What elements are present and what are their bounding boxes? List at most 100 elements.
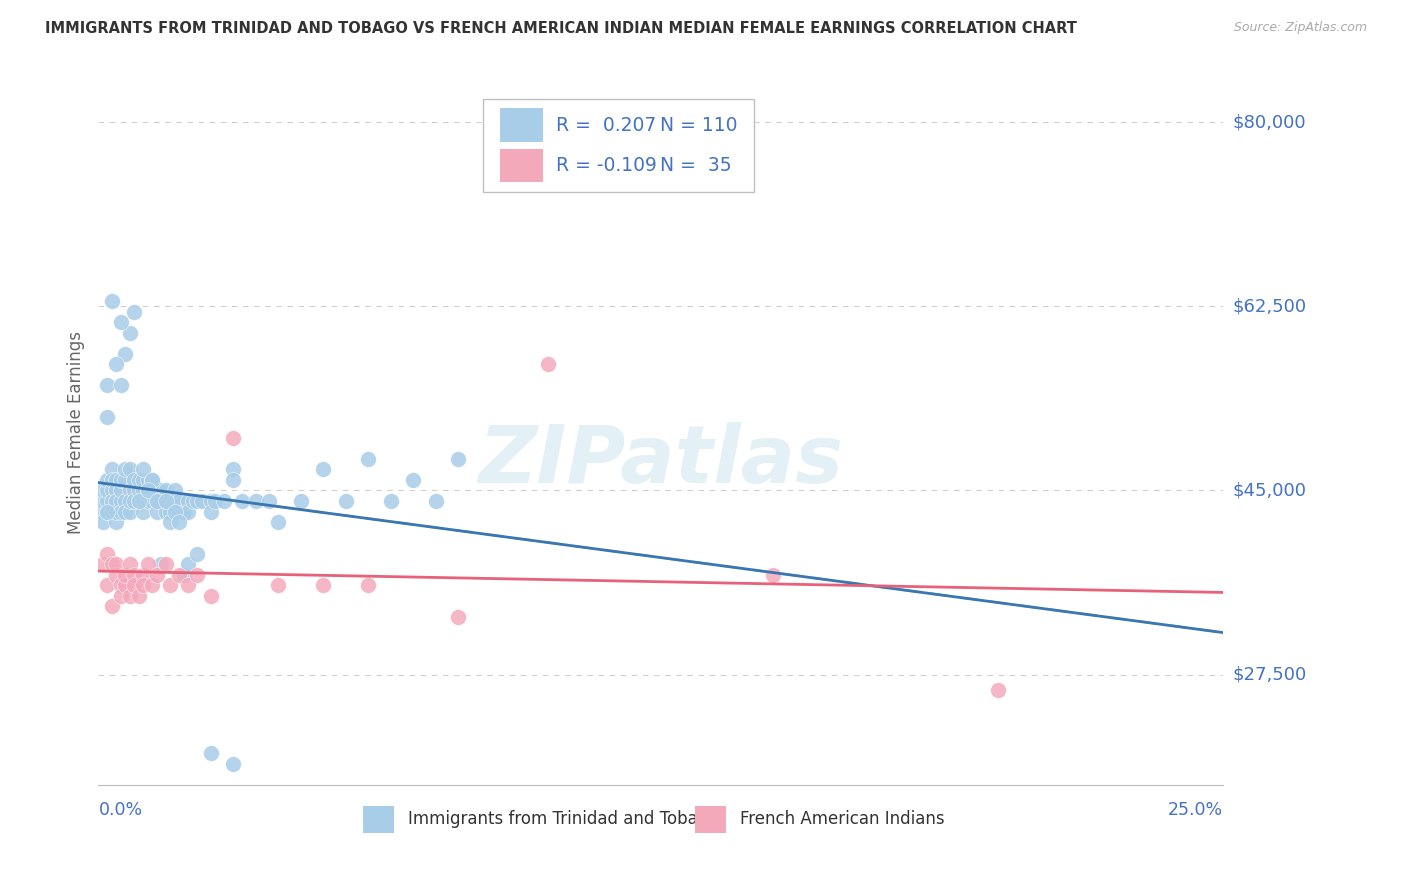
Point: [231, 494, 253, 508]
Point: [110, 315, 132, 329]
Point: [118, 494, 141, 508]
Point: [124, 494, 146, 508]
Text: ZIPatlas: ZIPatlas: [478, 422, 844, 500]
Point: [267, 515, 290, 529]
Point: [141, 473, 163, 487]
Point: [118, 326, 141, 340]
Point: [259, 494, 281, 508]
Point: [222, 462, 245, 476]
Point: [169, 567, 191, 582]
Point: [447, 451, 470, 466]
Point: [402, 473, 425, 487]
Point: [136, 483, 159, 498]
Point: [110, 378, 132, 392]
Point: [762, 567, 785, 582]
Point: [425, 494, 447, 508]
Point: [101, 494, 124, 508]
Point: [124, 567, 146, 582]
Point: [105, 557, 128, 571]
Point: [101, 504, 124, 518]
Point: [128, 473, 150, 487]
Text: $27,500: $27,500: [1232, 665, 1306, 683]
Point: [132, 567, 155, 582]
Point: [101, 483, 124, 498]
Point: [155, 504, 177, 518]
Point: [155, 494, 177, 508]
Point: [357, 451, 380, 466]
Point: [155, 557, 177, 571]
Point: [96, 504, 118, 518]
Point: [114, 578, 136, 592]
Point: [169, 504, 191, 518]
Point: [91, 494, 114, 508]
Point: [136, 483, 159, 498]
Point: [290, 494, 312, 508]
Text: 25.0%: 25.0%: [1168, 801, 1223, 819]
Text: N =  35: N = 35: [659, 156, 731, 175]
Point: [128, 589, 150, 603]
Point: [146, 567, 169, 582]
Point: [136, 494, 159, 508]
Point: [150, 557, 173, 571]
Point: [114, 504, 136, 518]
Point: [91, 515, 114, 529]
Point: [96, 409, 118, 424]
Point: [173, 504, 195, 518]
Point: [159, 504, 181, 518]
Point: [110, 494, 132, 508]
Text: N = 110: N = 110: [659, 116, 737, 135]
Point: [335, 494, 357, 508]
Point: [222, 431, 245, 445]
Point: [110, 578, 132, 592]
Point: [128, 483, 150, 498]
Point: [245, 494, 267, 508]
Point: [110, 483, 132, 498]
Point: [110, 504, 132, 518]
Point: [141, 494, 163, 508]
Point: [380, 494, 402, 508]
Text: French American Indians: French American Indians: [740, 811, 945, 829]
Point: [96, 547, 118, 561]
Point: [118, 557, 141, 571]
Point: [105, 515, 128, 529]
Point: [163, 504, 186, 518]
Point: [91, 557, 114, 571]
Point: [146, 483, 169, 498]
Point: [987, 683, 1010, 698]
Point: [150, 483, 173, 498]
Point: [118, 462, 141, 476]
Point: [110, 589, 132, 603]
Point: [173, 567, 195, 582]
Point: [118, 483, 141, 498]
Point: [101, 294, 124, 309]
Point: [177, 504, 200, 518]
Point: [267, 578, 290, 592]
Point: [146, 494, 169, 508]
Point: [204, 494, 226, 508]
FancyBboxPatch shape: [501, 109, 543, 142]
Point: [128, 494, 150, 508]
Point: [312, 462, 335, 476]
Point: [96, 473, 118, 487]
Point: [132, 483, 155, 498]
Point: [124, 304, 146, 318]
Text: $62,500: $62,500: [1232, 297, 1306, 316]
Point: [141, 578, 163, 592]
FancyBboxPatch shape: [501, 149, 543, 183]
Point: [132, 578, 155, 592]
Point: [222, 756, 245, 771]
Point: [163, 483, 186, 498]
Text: Immigrants from Trinidad and Tobago: Immigrants from Trinidad and Tobago: [408, 811, 718, 829]
Point: [146, 494, 169, 508]
Point: [200, 589, 222, 603]
Point: [186, 567, 208, 582]
Point: [105, 473, 128, 487]
Point: [155, 483, 177, 498]
Point: [312, 578, 335, 592]
Point: [214, 494, 236, 508]
Point: [177, 494, 200, 508]
Point: [132, 504, 155, 518]
Text: IMMIGRANTS FROM TRINIDAD AND TOBAGO VS FRENCH AMERICAN INDIAN MEDIAN FEMALE EARN: IMMIGRANTS FROM TRINIDAD AND TOBAGO VS F…: [45, 21, 1077, 37]
Point: [114, 567, 136, 582]
Point: [141, 483, 163, 498]
